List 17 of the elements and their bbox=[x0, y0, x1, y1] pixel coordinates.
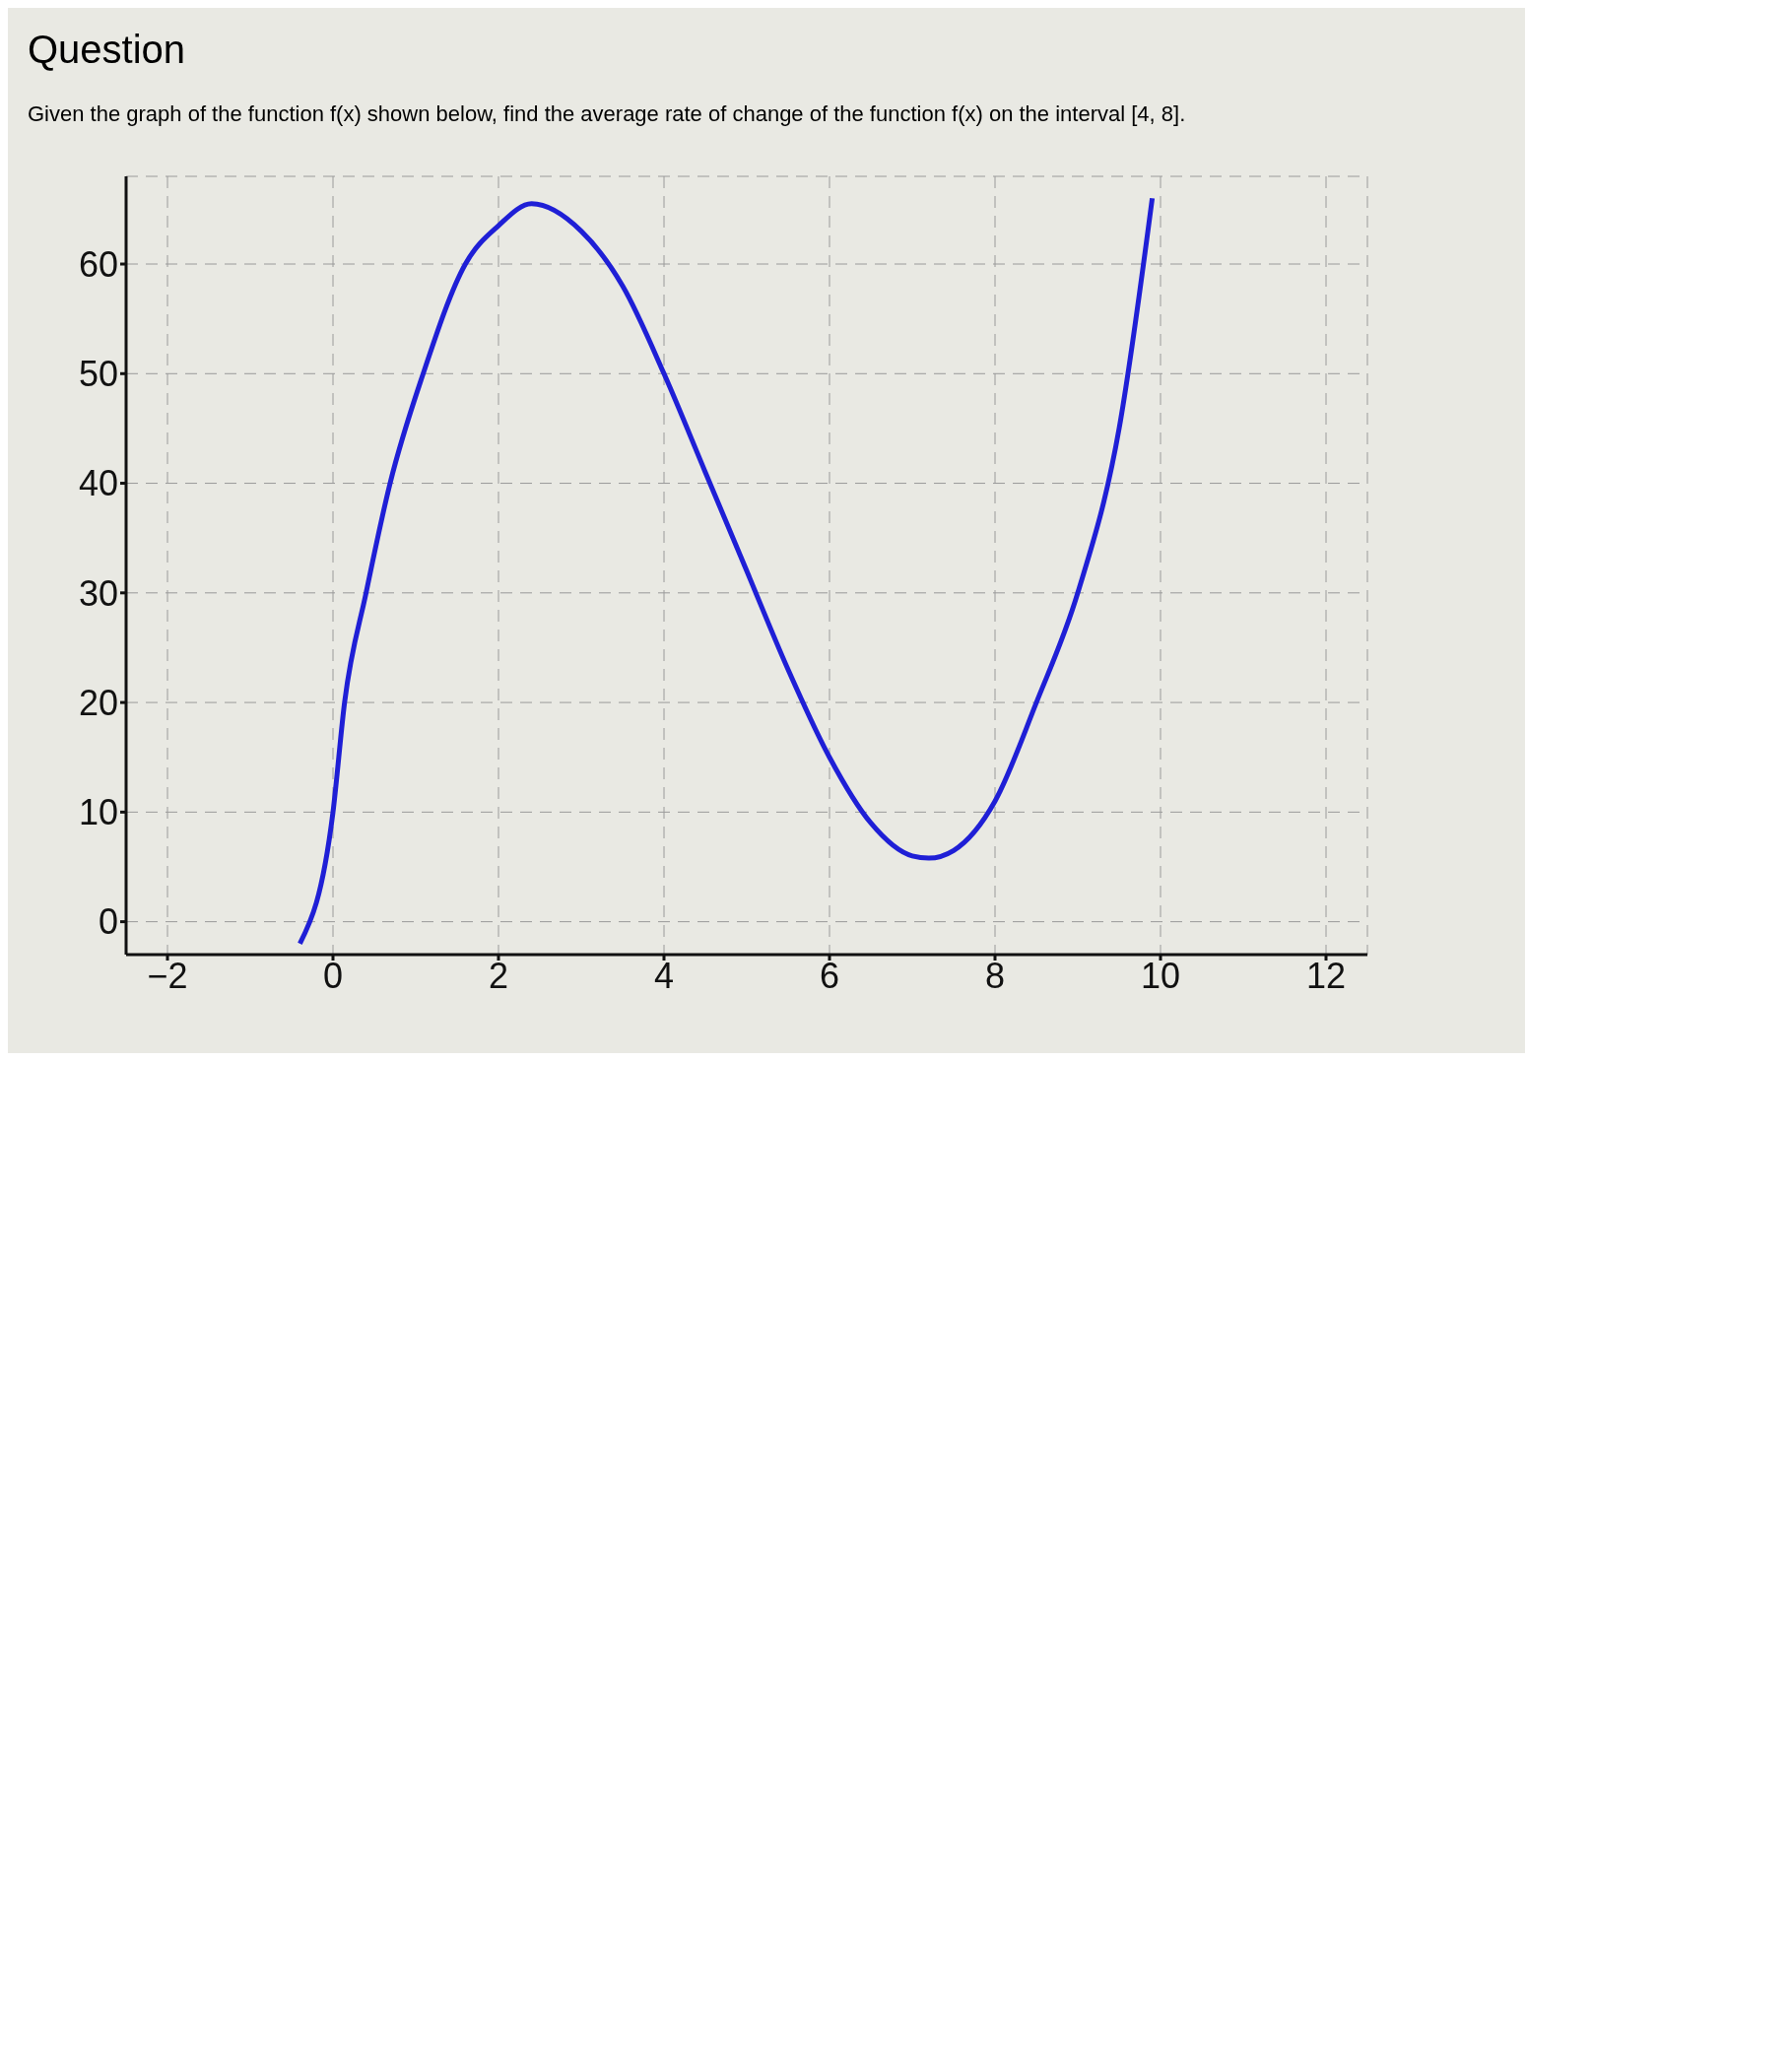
y-tick-label: 60 bbox=[78, 243, 118, 285]
x-tick-label: 0 bbox=[322, 955, 344, 996]
x-tick-label: 8 bbox=[984, 955, 1006, 996]
x-tick-label: 4 bbox=[653, 955, 675, 996]
chart-title: Question bbox=[28, 28, 187, 72]
x-tick-label: 12 bbox=[1305, 955, 1347, 996]
y-tick-label: 10 bbox=[78, 792, 118, 833]
x-tick-label: 10 bbox=[1140, 955, 1181, 996]
y-tick-label: 40 bbox=[78, 463, 118, 504]
y-tick-label: 30 bbox=[78, 572, 118, 614]
y-tick-label: 0 bbox=[98, 901, 118, 943]
x-tick-label: 6 bbox=[819, 955, 840, 996]
x-tick-label: −2 bbox=[147, 955, 188, 996]
chart-subtitle: Given the graph of the function f(x) shown below, find the average rate of change of the function f(x) on the interval [4, 8]. bbox=[28, 101, 1187, 127]
y-tick-label: 50 bbox=[78, 354, 118, 395]
x-tick-label: 2 bbox=[488, 955, 509, 996]
y-tick-label: 20 bbox=[78, 682, 118, 723]
